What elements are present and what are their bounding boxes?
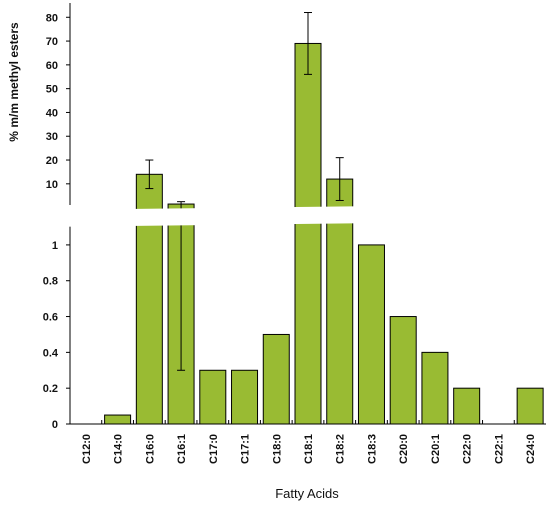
x-tick-label: C22:1 — [493, 434, 505, 464]
y-tick-label-lower: 0 — [52, 419, 58, 431]
bar-c20-1 — [421, 351, 449, 425]
bar-c17-1 — [231, 369, 259, 425]
x-tick-label: C16:1 — [176, 434, 188, 464]
y-tick-label-upper: 70 — [46, 36, 58, 48]
error-bar-c18-2 — [335, 157, 344, 201]
y-tick-label-lower: 1 — [52, 240, 58, 252]
bar-c18-3 — [357, 244, 385, 425]
x-tick-label: C22:0 — [462, 434, 474, 464]
x-tick-label: C12:0 — [81, 434, 93, 464]
error-bar-c16-1 — [177, 201, 186, 371]
x-tick-label: C18:2 — [335, 434, 347, 464]
bar-c18-0 — [262, 333, 290, 425]
x-tick-label: C18:0 — [271, 434, 283, 464]
bar-c14-0 — [104, 414, 132, 425]
bars-layer — [104, 42, 544, 425]
bar-c22-0 — [453, 387, 481, 425]
y-tick-label-upper: 10 — [46, 179, 58, 191]
bar-c24-0 — [516, 387, 544, 425]
x-tick-label: C17:0 — [208, 434, 220, 464]
x-tick-label: C20:0 — [398, 434, 410, 464]
x-tick-label: C24:0 — [525, 434, 537, 464]
labels-layer: 0 0.2 0.4 0.6 0.8 1 10 20 30 40 50 60 70 80 C12:0 C14:0… — [43, 12, 537, 464]
y-tick-label-lower: 0.4 — [43, 347, 59, 359]
error-bar-c18-1 — [304, 12, 312, 75]
x-tick-label: C20:1 — [430, 434, 442, 464]
bar-c17-0 — [199, 369, 227, 425]
y-tick-label-upper: 50 — [46, 84, 58, 96]
bar-c18-1 — [294, 42, 322, 425]
x-tick-label: C16:0 — [144, 434, 156, 464]
x-tick-label: C17:1 — [240, 434, 252, 464]
x-tick-label: C14:0 — [113, 434, 125, 464]
bar-c20-0 — [389, 316, 417, 425]
x-axis-title: Fatty Acids — [275, 486, 339, 501]
y-axis-title: % m/m methyl esters — [7, 22, 21, 142]
x-tick-label: C18:1 — [303, 434, 315, 464]
y-tick-label-upper: 30 — [46, 131, 58, 143]
y-tick-label-upper: 60 — [46, 60, 58, 72]
error-bar-c16-0 — [145, 159, 154, 190]
y-tick-label-lower: 0.8 — [43, 276, 58, 288]
x-tick-label: C18:3 — [366, 434, 378, 464]
y-tick-label-upper: 80 — [46, 12, 58, 24]
axis-break-band — [40, 204, 546, 227]
y-tick-label-upper: 20 — [46, 155, 58, 167]
y-tick-label-lower: 0.2 — [43, 383, 58, 395]
error-bars-layer — [145, 12, 344, 371]
axis-break-layer — [40, 204, 546, 227]
y-tick-label-lower: 0.6 — [43, 312, 58, 324]
y-tick-label-upper: 40 — [46, 107, 58, 119]
